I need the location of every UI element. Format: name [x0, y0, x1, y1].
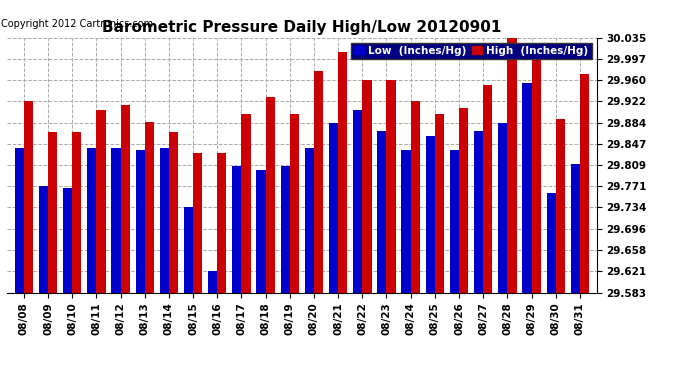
Bar	[571, 164, 580, 292]
Bar	[24, 101, 33, 292]
Bar	[353, 110, 362, 292]
Bar	[169, 132, 178, 292]
Title: Barometric Pressure Daily High/Low 20120901: Barometric Pressure Daily High/Low 20120…	[102, 20, 502, 35]
Bar	[522, 82, 531, 292]
Bar	[435, 114, 444, 292]
Bar	[329, 123, 338, 292]
Bar	[290, 114, 299, 292]
Bar	[411, 101, 420, 292]
Bar	[338, 52, 347, 292]
Bar	[233, 166, 241, 292]
Bar	[402, 150, 411, 292]
Bar	[217, 153, 226, 292]
Bar	[555, 119, 565, 292]
Bar	[241, 114, 250, 292]
Bar	[257, 170, 266, 292]
Bar	[14, 147, 24, 292]
Bar	[426, 136, 435, 292]
Bar	[121, 105, 130, 292]
Bar	[208, 271, 217, 292]
Bar	[386, 80, 395, 292]
Bar	[145, 122, 154, 292]
Bar	[72, 132, 81, 292]
Bar	[474, 131, 483, 292]
Bar	[305, 147, 314, 292]
Bar	[39, 186, 48, 292]
Legend: Low  (Inches/Hg), High  (Inches/Hg): Low (Inches/Hg), High (Inches/Hg)	[351, 43, 591, 59]
Bar	[531, 59, 541, 292]
Text: Copyright 2012 Cartronics.com: Copyright 2012 Cartronics.com	[1, 19, 153, 28]
Bar	[111, 147, 121, 292]
Bar	[377, 131, 386, 292]
Bar	[362, 80, 371, 292]
Bar	[135, 150, 145, 292]
Bar	[97, 110, 106, 292]
Bar	[459, 108, 469, 292]
Bar	[159, 147, 169, 292]
Bar	[507, 38, 517, 292]
Bar	[266, 97, 275, 292]
Bar	[498, 123, 507, 292]
Bar	[281, 166, 290, 292]
Bar	[483, 86, 493, 292]
Bar	[184, 207, 193, 292]
Bar	[314, 71, 323, 292]
Bar	[580, 74, 589, 292]
Bar	[546, 193, 555, 292]
Bar	[48, 132, 57, 292]
Bar	[193, 153, 202, 292]
Bar	[450, 150, 459, 292]
Bar	[63, 188, 72, 292]
Bar	[87, 147, 97, 292]
